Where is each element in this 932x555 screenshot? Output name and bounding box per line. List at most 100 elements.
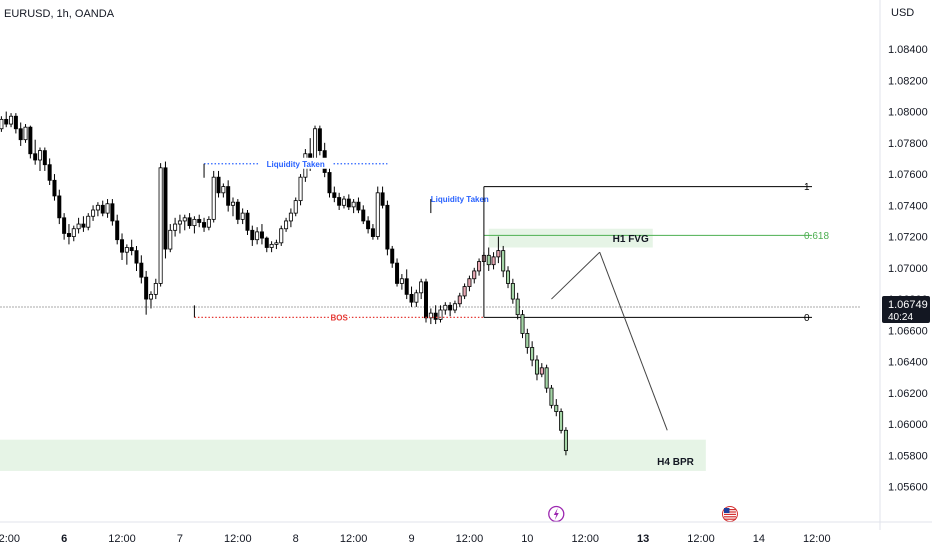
candle-body	[187, 217, 192, 227]
time-tick-label: 12:00	[456, 533, 484, 545]
candle	[279, 225, 284, 246]
bar-countdown: 40:24	[888, 312, 913, 323]
candle-body	[506, 270, 511, 284]
candle-body	[23, 126, 28, 141]
candle	[86, 213, 91, 231]
liquidity-taken-1-label-bg	[258, 157, 334, 169]
candle	[549, 385, 554, 409]
candle	[356, 197, 361, 214]
candle-body	[337, 197, 342, 206]
candle-body	[370, 228, 375, 237]
candle	[148, 291, 153, 309]
candle	[124, 244, 129, 265]
price-tick-label: 1.06200	[888, 388, 928, 400]
candle-body	[211, 176, 216, 220]
candle-body	[428, 312, 433, 319]
candle	[317, 125, 322, 156]
candle-body	[62, 217, 67, 234]
price-tick-label: 1.06400	[888, 357, 928, 369]
candle-body	[57, 195, 62, 219]
candle	[216, 170, 221, 198]
candle	[110, 199, 115, 226]
candle-body	[153, 283, 158, 295]
candle	[395, 258, 400, 287]
time-tick-label: 9	[408, 533, 414, 545]
candle	[206, 216, 211, 231]
candle-body	[81, 223, 86, 228]
time-tick-label: 8	[293, 533, 299, 545]
price-axis[interactable]: 1.08400 1.08200 1.08000 1.07800 1.07600 1.074…	[888, 44, 928, 494]
candle	[255, 227, 260, 245]
candle	[477, 258, 482, 276]
price-tick-label: 1.06000	[888, 419, 928, 431]
candle-body	[86, 215, 91, 228]
candle	[366, 216, 371, 234]
candle	[33, 139, 38, 165]
candle-body	[33, 153, 38, 161]
candle-body	[134, 250, 139, 264]
candle-body	[115, 220, 120, 241]
candle	[245, 210, 250, 235]
candle	[66, 224, 71, 245]
time-tick-label: 12:00	[0, 533, 20, 545]
candle-body	[361, 209, 366, 222]
candle-body	[139, 262, 144, 278]
candle-body	[395, 262, 400, 284]
candle	[57, 189, 62, 225]
candle-body	[129, 247, 134, 252]
candle-body	[457, 295, 462, 305]
h1-fvg-zone	[488, 228, 653, 248]
candle-body	[380, 192, 385, 206]
candle-body	[66, 233, 71, 237]
candle	[293, 197, 298, 217]
candle	[177, 214, 182, 234]
candle-body	[404, 278, 409, 295]
candle-body	[491, 256, 496, 266]
trendline-fall	[599, 252, 668, 431]
candle-body	[148, 293, 153, 300]
trendline-rise	[551, 251, 601, 300]
candle-body	[42, 150, 47, 166]
candle	[158, 163, 163, 287]
candle-body	[255, 231, 260, 241]
price-tick-label: 1.07000	[888, 263, 928, 275]
candle-body	[76, 223, 81, 230]
candle-body	[293, 200, 298, 214]
candle-body	[399, 278, 404, 284]
candle	[390, 245, 395, 268]
candle-body	[346, 198, 351, 208]
candle	[554, 399, 559, 417]
time-tick-label: 12:00	[687, 533, 715, 545]
symbol-header[interactable]: EURUSD, 1h, OANDA	[4, 8, 115, 20]
candle-body	[274, 242, 279, 245]
current-price-tag: 1.06749 40:24	[882, 296, 930, 323]
liquidity-taken-2-label-bg	[422, 193, 498, 205]
candle	[230, 197, 235, 217]
candle	[486, 247, 491, 271]
candle-body	[515, 298, 520, 316]
candle-body	[269, 243, 274, 248]
liquidity-taken-1-label: Liquidity Taken	[267, 160, 325, 169]
candle	[13, 113, 18, 134]
candle-body	[13, 115, 18, 130]
time-axis[interactable]: 12:00 6 12:00 7 12:00 8 12:00 9 12:00 10 12:00 13 12…	[0, 533, 831, 545]
candle-body	[486, 254, 491, 266]
candle	[129, 239, 134, 256]
candle	[452, 300, 457, 314]
candle-body	[530, 347, 535, 361]
bos-label-bg	[329, 311, 350, 323]
candle	[288, 208, 293, 228]
candle	[428, 308, 433, 325]
candle	[144, 270, 149, 315]
candle-body	[409, 293, 414, 303]
candle	[443, 302, 448, 315]
candle	[100, 200, 105, 217]
candle-body	[423, 281, 428, 319]
candle-body	[168, 229, 173, 250]
candle	[351, 199, 356, 214]
candle	[221, 183, 226, 198]
overlay-layer: Liquidity Taken Liquidity Taken BOS H1 FVG H…	[193, 157, 738, 523]
candle	[91, 205, 96, 221]
